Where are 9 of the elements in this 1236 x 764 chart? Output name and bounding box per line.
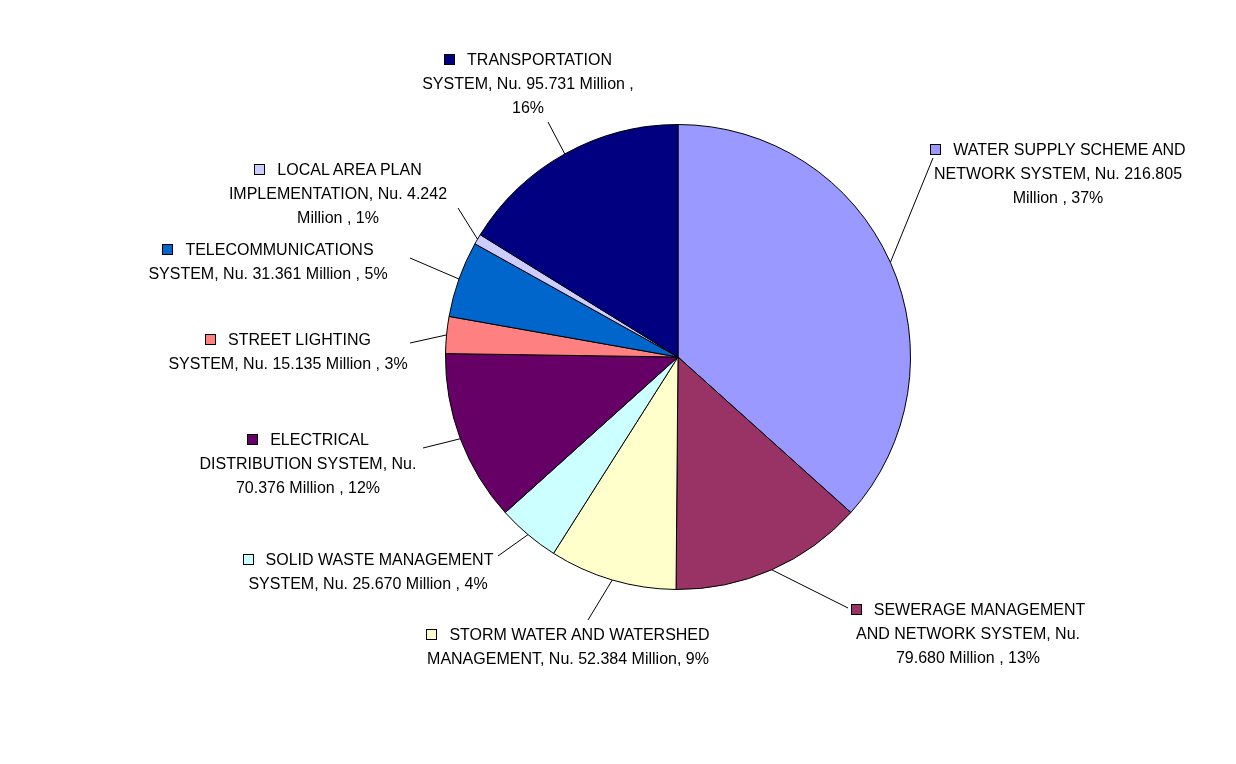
- legend-label: STORM WATER AND WATERSHED MANAGEMENT, Nu. 52.384 Million, 9%: [427, 626, 710, 667]
- legend-label: TRANSPORTATION SYSTEM, Nu. 95.731 Million , 16%: [422, 51, 634, 116]
- legend-label: WATER SUPPLY SCHEME AND NETWORK SYSTEM, Nu. 216.805 Million , 37%: [933, 141, 1186, 206]
- legend-label: SEWERAGE MANAGEMENT AND NETWORK SYSTEM, Nu. 79.680 Million , 13%: [855, 601, 1086, 666]
- legend-label: ELECTRICAL DISTRIBUTION SYSTEM, Nu. 70.376 Million , 12%: [199, 431, 417, 496]
- legend-label: SOLID WASTE MANAGEMENT SYSTEM, Nu. 25.670 Million , 4%: [248, 551, 494, 592]
- legend-label: TELECOMMUNICATIONS SYSTEM, Nu. 31.361 Million , 5%: [148, 241, 388, 282]
- legend-label: LOCAL AREA PLAN IMPLEMENTATION, Nu. 4.242 Million , 1%: [228, 161, 448, 226]
- legend-label: STREET LIGHTING SYSTEM, Nu. 15.135 Million , 3%: [168, 331, 408, 372]
